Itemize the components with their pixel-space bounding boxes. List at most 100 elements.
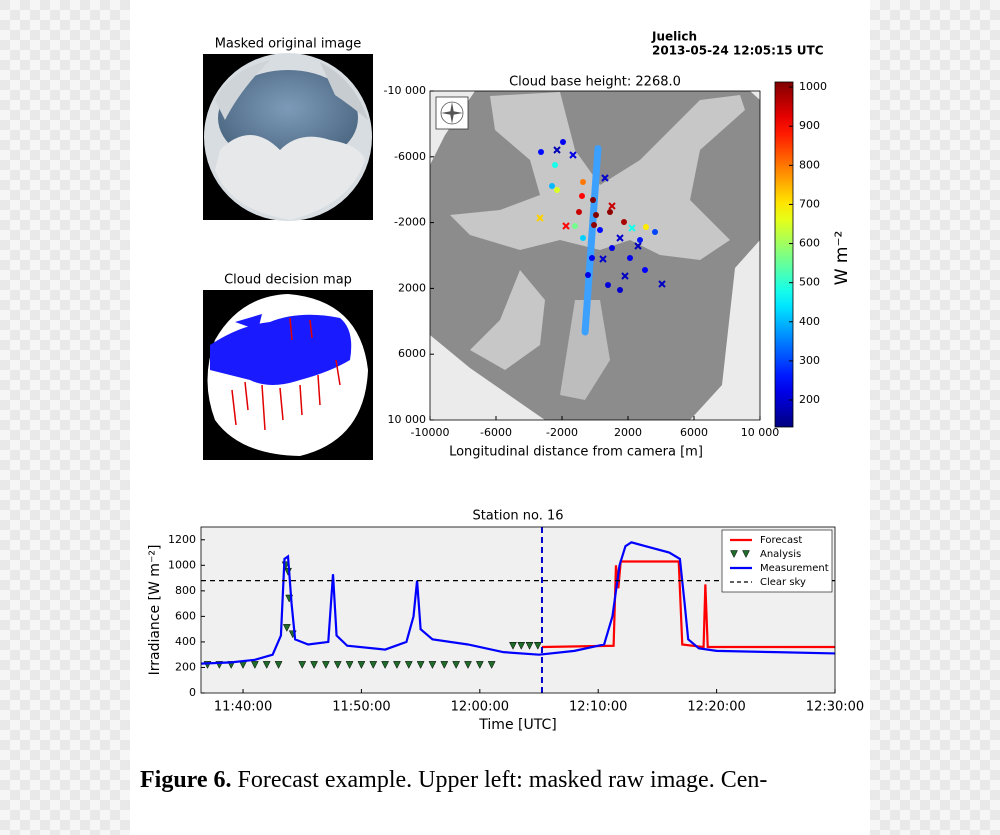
y-tick-label: 1000 — [168, 558, 196, 571]
map-background — [430, 91, 760, 420]
x-tick-label: 12:30:00 — [806, 700, 864, 715]
x-axis-label: Longitudinal distance from camera [m] — [449, 445, 703, 460]
plot-frame — [429, 90, 761, 421]
analysis-marker — [310, 661, 318, 669]
x-tick-label: 10 000 — [741, 426, 780, 439]
plot-lines — [201, 541, 835, 669]
caption-label: Figure 6. — [140, 767, 232, 793]
x-axis-label: Time [UTC] — [478, 717, 556, 733]
legend-marker — [742, 550, 750, 559]
analysis-marker — [298, 661, 307, 669]
original-image — [203, 53, 373, 221]
analysis-marker — [274, 661, 283, 669]
cross-marker — [553, 146, 561, 154]
colorbar-tick-label: 1000 — [799, 80, 827, 93]
point-marker — [606, 209, 613, 216]
point-marker — [590, 222, 597, 229]
analysis-marker — [322, 661, 330, 669]
point-marker — [621, 219, 628, 226]
x-tick-label: 2000 — [614, 426, 642, 439]
analysis-marker — [404, 661, 413, 669]
station-name: Juelich — [651, 30, 697, 44]
image-title: Cloud decision map — [224, 273, 352, 288]
point-marker — [580, 179, 587, 186]
point-marker — [572, 223, 579, 230]
point-marker — [580, 234, 587, 241]
point-marker — [552, 162, 559, 169]
cross-marker — [634, 242, 642, 250]
x-tick-label: 11:40:00 — [214, 700, 272, 715]
x-tick-label: 11:50:00 — [332, 700, 390, 715]
plot-frame — [200, 526, 836, 694]
x-tick-label: -6000 — [480, 426, 512, 439]
cross-marker — [562, 222, 570, 230]
colorbar — [774, 81, 794, 428]
y-tick-label: -6000 — [394, 150, 426, 163]
decision-image — [203, 290, 373, 460]
analysis-marker — [262, 661, 271, 669]
analysis-marker — [428, 661, 437, 669]
point-marker — [537, 148, 544, 155]
analysis-marker — [517, 642, 526, 650]
x-tick-label: 6000 — [680, 426, 708, 439]
x-tick-label: -2000 — [546, 426, 578, 439]
point-marker — [608, 244, 615, 251]
x-tick-label: 12:10:00 — [569, 700, 627, 715]
analysis-marker — [282, 624, 291, 632]
analysis-marker — [381, 661, 390, 669]
colorbar-tick-label: 900 — [799, 119, 820, 132]
point-marker — [588, 255, 595, 262]
point-marker — [651, 228, 658, 235]
colorbar-tick-label: 400 — [799, 315, 820, 328]
analysis-marker — [509, 642, 517, 650]
point-marker — [554, 186, 561, 193]
y-tick-label: 0 — [189, 686, 196, 699]
colorbar-tick-label: 700 — [799, 197, 820, 210]
y-tick-label: 1200 — [168, 533, 196, 546]
colorbar-tick-label: 500 — [799, 276, 820, 289]
y-tick-label: -10 000 — [384, 84, 426, 97]
point-marker — [575, 209, 582, 216]
cross-marker — [621, 272, 629, 280]
y-tick-label: -2000 — [394, 216, 426, 229]
map-title: Cloud base height: 2268.0 — [509, 75, 681, 90]
point-marker — [590, 196, 597, 203]
cross-marker — [601, 174, 609, 182]
cloud-track — [581, 145, 602, 336]
colorbar-tick-label: 800 — [799, 158, 820, 171]
timestamp: 2013-05-24 12:05:15 UTC — [652, 44, 824, 58]
point-marker — [605, 281, 612, 288]
analysis-marker — [369, 661, 378, 669]
compass-icon — [435, 96, 469, 130]
cross-marker — [599, 255, 607, 263]
point-marker — [616, 286, 623, 293]
point-marker — [641, 266, 648, 273]
analysis-marker — [357, 661, 366, 669]
series-line — [201, 541, 835, 665]
colorbar-tick-label: 300 — [799, 354, 820, 367]
point-marker — [578, 193, 585, 200]
point-marker — [560, 138, 567, 145]
image-title: Masked original image — [215, 37, 362, 52]
analysis-marker — [452, 661, 461, 669]
legend-label: Measurement — [760, 563, 829, 574]
y-tick-label: 600 — [175, 609, 196, 622]
x-tick-label: 12:00:00 — [451, 700, 509, 715]
y-tick-label: 200 — [175, 660, 196, 673]
chart-title: Station no. 16 — [472, 509, 563, 524]
legend-label: Analysis — [760, 549, 801, 560]
y-tick-label: 2000 — [398, 281, 426, 294]
y-axis-label: Irradiance [W m⁻²] — [147, 545, 163, 676]
colorbar-tick-label: 600 — [799, 237, 820, 250]
cross-marker — [628, 224, 636, 232]
legend-marker — [730, 550, 738, 559]
analysis-marker — [345, 661, 354, 669]
analysis-marker — [393, 661, 401, 669]
y-tick-label: 10 000 — [388, 413, 427, 426]
point-marker — [585, 271, 592, 278]
y-tick-label: 6000 — [398, 347, 426, 360]
analysis-marker — [464, 661, 472, 669]
point-marker — [636, 237, 643, 244]
